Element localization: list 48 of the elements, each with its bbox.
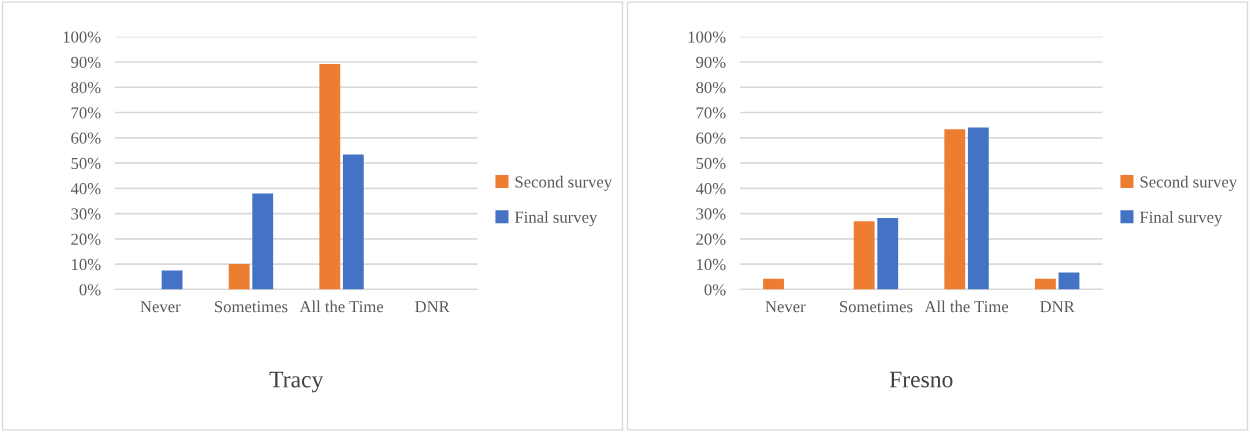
y-tick-label: 90%: [71, 56, 101, 68]
y-tick-label: 40%: [70, 183, 101, 195]
bar: [342, 154, 364, 290]
bar: [763, 278, 784, 290]
bar: [853, 221, 875, 290]
y-tick-label: 30%: [71, 208, 101, 220]
x-tick-label: Never: [140, 301, 181, 313]
y-tick-label: 70%: [71, 107, 101, 119]
bar: [877, 217, 899, 290]
x-tick-label: DNR: [1040, 301, 1075, 313]
y-tick-label: 80%: [71, 81, 101, 94]
x-tick-label: All the Time: [299, 300, 384, 313]
y-tick-label: 100%: [688, 31, 726, 43]
bar: [967, 127, 989, 290]
legend-label: Final survey: [514, 211, 598, 227]
x-tick-label: Never: [765, 301, 806, 313]
x-tick-label: DNR: [415, 301, 450, 313]
y-tick-label: 30%: [696, 208, 726, 220]
bar: [252, 193, 274, 290]
y-tick-label: 0%: [704, 284, 726, 296]
legend-label: Second survey: [1140, 175, 1238, 191]
y-tick-label: 90%: [696, 56, 726, 68]
x-tick-label: Sometimes: [840, 301, 913, 313]
y-tick-label: 50%: [71, 157, 101, 170]
y-tick-label: 10%: [697, 258, 726, 271]
y-tick-label: 10%: [72, 258, 101, 271]
y-tick-label: 70%: [696, 107, 726, 119]
legend-label: Final survey: [1139, 211, 1223, 227]
text: Tracy: [269, 371, 324, 393]
y-tick-label: 20%: [696, 233, 726, 245]
y-tick-label: 80%: [696, 81, 726, 94]
legend-label: Second survey: [515, 175, 613, 191]
y-tick-label: 100%: [63, 31, 101, 43]
x-tick-label: Sometimes: [215, 301, 288, 313]
y-tick-label: 0%: [79, 284, 101, 296]
x-tick-label: All the Time: [924, 300, 1009, 313]
text: Fresno: [889, 371, 953, 388]
bar: [228, 263, 250, 290]
y-tick-label: 60%: [71, 132, 101, 144]
bar: [1034, 278, 1056, 290]
bar: [944, 129, 966, 290]
y-tick-label: 20%: [71, 233, 101, 245]
y-tick-label: 40%: [695, 183, 726, 195]
y-tick-label: 50%: [696, 157, 726, 170]
bar: [161, 270, 183, 290]
bar: [1058, 272, 1080, 290]
y-tick-label: 60%: [696, 132, 726, 144]
bar: [319, 64, 341, 290]
